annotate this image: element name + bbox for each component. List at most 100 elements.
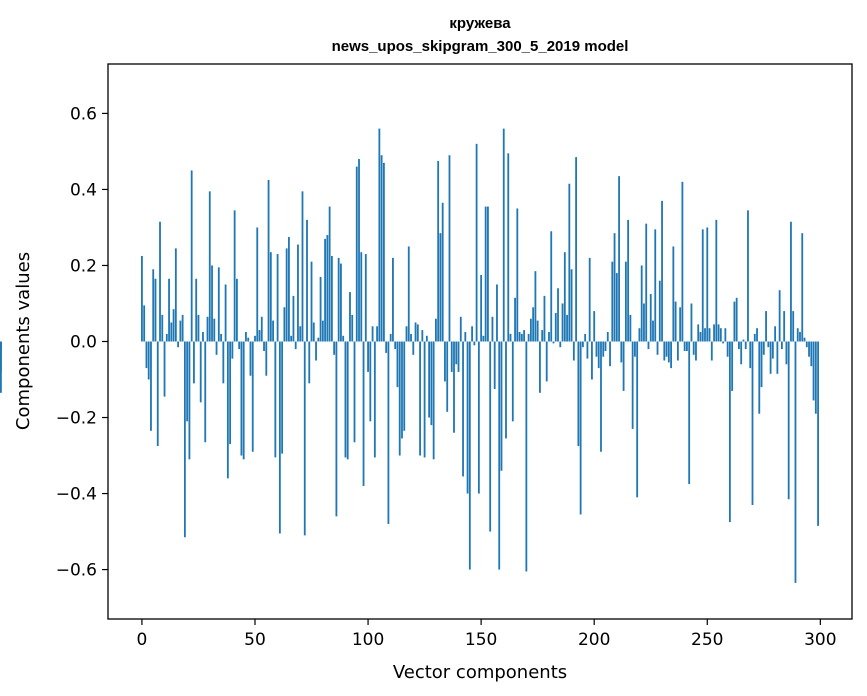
bar bbox=[387, 341, 390, 524]
bar bbox=[154, 278, 157, 342]
bar bbox=[733, 301, 736, 342]
bar bbox=[697, 324, 700, 342]
bar bbox=[446, 341, 449, 412]
bar bbox=[238, 341, 241, 350]
bar bbox=[699, 332, 702, 342]
bar bbox=[432, 341, 435, 460]
bar bbox=[618, 176, 620, 342]
x-tick-label: 0 bbox=[137, 630, 148, 650]
bar bbox=[224, 284, 227, 342]
x-tick-label: 150 bbox=[465, 630, 497, 650]
bar bbox=[186, 341, 189, 422]
bar bbox=[159, 221, 161, 342]
bar bbox=[405, 326, 408, 342]
bar bbox=[808, 341, 810, 357]
bar bbox=[401, 341, 403, 439]
bar bbox=[425, 335, 428, 342]
bar bbox=[412, 341, 415, 355]
bar bbox=[790, 221, 792, 342]
bar bbox=[728, 341, 731, 523]
bar bbox=[771, 341, 774, 359]
bar bbox=[168, 278, 170, 342]
bar bbox=[661, 200, 663, 342]
bar bbox=[376, 326, 379, 342]
bar bbox=[674, 301, 677, 342]
bar bbox=[550, 231, 553, 342]
bar bbox=[591, 341, 593, 380]
bar bbox=[193, 341, 195, 384]
bar bbox=[326, 235, 329, 342]
bar bbox=[480, 274, 483, 342]
bar bbox=[514, 297, 516, 342]
bar bbox=[575, 157, 578, 342]
bar bbox=[448, 155, 451, 342]
bar bbox=[398, 341, 401, 456]
bar bbox=[308, 341, 311, 384]
bar bbox=[541, 330, 544, 342]
bar bbox=[740, 341, 743, 365]
bar bbox=[392, 257, 394, 342]
bar bbox=[297, 244, 299, 342]
bar bbox=[810, 341, 813, 367]
bar bbox=[529, 318, 532, 342]
bar bbox=[588, 257, 591, 342]
bar bbox=[394, 341, 397, 350]
bar bbox=[525, 341, 528, 572]
bar bbox=[527, 333, 530, 342]
y-tick-label: 0.2 bbox=[70, 256, 97, 276]
bar bbox=[692, 341, 695, 355]
bar bbox=[233, 210, 236, 342]
bar bbox=[760, 341, 763, 388]
bar bbox=[663, 341, 666, 361]
bar bbox=[769, 341, 772, 374]
bar bbox=[263, 341, 265, 351]
bar bbox=[199, 341, 202, 403]
bar bbox=[496, 284, 498, 342]
bar bbox=[704, 328, 706, 342]
bar bbox=[283, 307, 286, 342]
bar bbox=[202, 332, 204, 342]
bar bbox=[453, 341, 455, 433]
x-tick-label: 300 bbox=[804, 630, 836, 650]
bar bbox=[299, 326, 302, 342]
bar bbox=[358, 159, 360, 342]
bar bbox=[303, 341, 306, 536]
bar bbox=[765, 311, 767, 342]
x-tick-label: 250 bbox=[691, 630, 723, 650]
bar bbox=[713, 324, 715, 342]
bar bbox=[315, 341, 317, 361]
bar bbox=[817, 341, 819, 526]
bar bbox=[640, 265, 643, 342]
bar bbox=[649, 293, 652, 342]
bar bbox=[340, 263, 342, 342]
bar bbox=[342, 335, 345, 342]
bar bbox=[220, 333, 222, 342]
bar bbox=[561, 303, 564, 342]
bar bbox=[423, 341, 426, 458]
bar bbox=[509, 333, 512, 342]
bar bbox=[378, 128, 381, 342]
bar bbox=[785, 341, 788, 365]
bar bbox=[634, 341, 636, 357]
bar bbox=[290, 335, 293, 342]
bar bbox=[281, 341, 284, 454]
bar bbox=[240, 341, 243, 456]
bar bbox=[226, 341, 229, 479]
bar bbox=[312, 322, 315, 342]
bar bbox=[301, 191, 304, 342]
bar bbox=[548, 332, 550, 342]
bar bbox=[783, 311, 786, 342]
bar bbox=[701, 229, 704, 342]
bar bbox=[656, 341, 659, 355]
bar bbox=[520, 333, 523, 342]
bar bbox=[346, 341, 349, 460]
bar bbox=[774, 326, 777, 342]
bar bbox=[430, 341, 433, 426]
bar bbox=[441, 202, 444, 342]
bar bbox=[306, 219, 308, 342]
bar bbox=[464, 332, 467, 342]
bar bbox=[652, 320, 654, 342]
bar bbox=[566, 314, 568, 342]
bar bbox=[396, 341, 399, 388]
bar bbox=[686, 341, 688, 351]
